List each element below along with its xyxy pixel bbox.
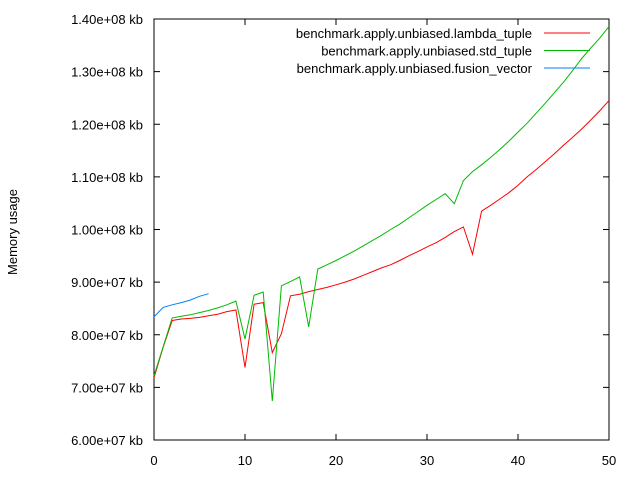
y-tick-label: 1.30e+08 kb (71, 65, 143, 80)
x-tick-label: 0 (150, 453, 157, 468)
y-tick-label: 6.00e+07 kb (71, 433, 143, 448)
legend-label-0: benchmark.apply.unbiased.lambda_tuple (296, 26, 532, 41)
x-tick-label: 20 (329, 453, 343, 468)
series-line-1 (153, 26, 610, 402)
plot-frame (153, 18, 610, 441)
x-tick-label: 50 (602, 453, 616, 468)
axes: 6.00e+07 kb 7.00e+07 kb 8.00e+07 kb 9.00e+0… (71, 12, 616, 468)
legend: benchmark.apply.unbiased.lambda_tupleben… (296, 26, 590, 76)
series-line-0 (153, 100, 610, 379)
x-tick-label: 30 (420, 453, 434, 468)
legend-label-2: benchmark.apply.unbiased.fusion_vector (297, 61, 533, 76)
y-axis-title: Memory usage (5, 189, 20, 275)
y-tick-label: 7.00e+07 kb (71, 380, 143, 395)
y-tick-label: 1.10e+08 kb (71, 170, 143, 185)
x-tick-label: 40 (511, 453, 525, 468)
series-lines (153, 26, 610, 402)
y-tick-label: 1.20e+08 kb (71, 117, 143, 132)
y-tick-label: 1.40e+08 kb (71, 12, 143, 27)
legend-label-1: benchmark.apply.unbiased.std_tuple (321, 44, 532, 59)
y-tick-label: 8.00e+07 kb (71, 328, 143, 343)
y-tick-label: 9.00e+07 kb (71, 275, 143, 290)
x-tick-label: 10 (238, 453, 252, 468)
y-tick-label: 1.00e+08 kb (71, 223, 143, 238)
series-line-2 (153, 293, 209, 318)
